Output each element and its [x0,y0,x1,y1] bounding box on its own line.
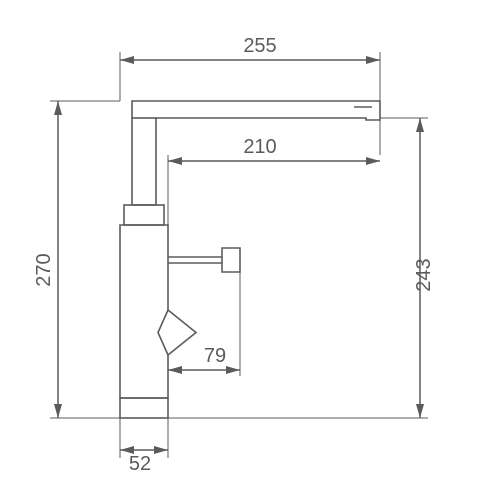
faucet-cap [124,205,164,225]
dim-total-width-label: 255 [243,35,276,57]
dim-base-width-label: 52 [129,453,151,475]
faucet-stem [132,118,156,205]
dim-total-height-label: 270 [33,253,55,286]
faucet-handle [168,248,240,272]
faucet-bevel-detail [158,310,168,355]
dim-spout-reach-label: 210 [243,136,276,158]
faucet-spout [132,101,380,120]
faucet-body [120,225,196,398]
dim-handle-reach-label: 79 [204,345,226,367]
dim-spout-height-label: 243 [413,258,435,291]
faucet-base [120,398,168,418]
